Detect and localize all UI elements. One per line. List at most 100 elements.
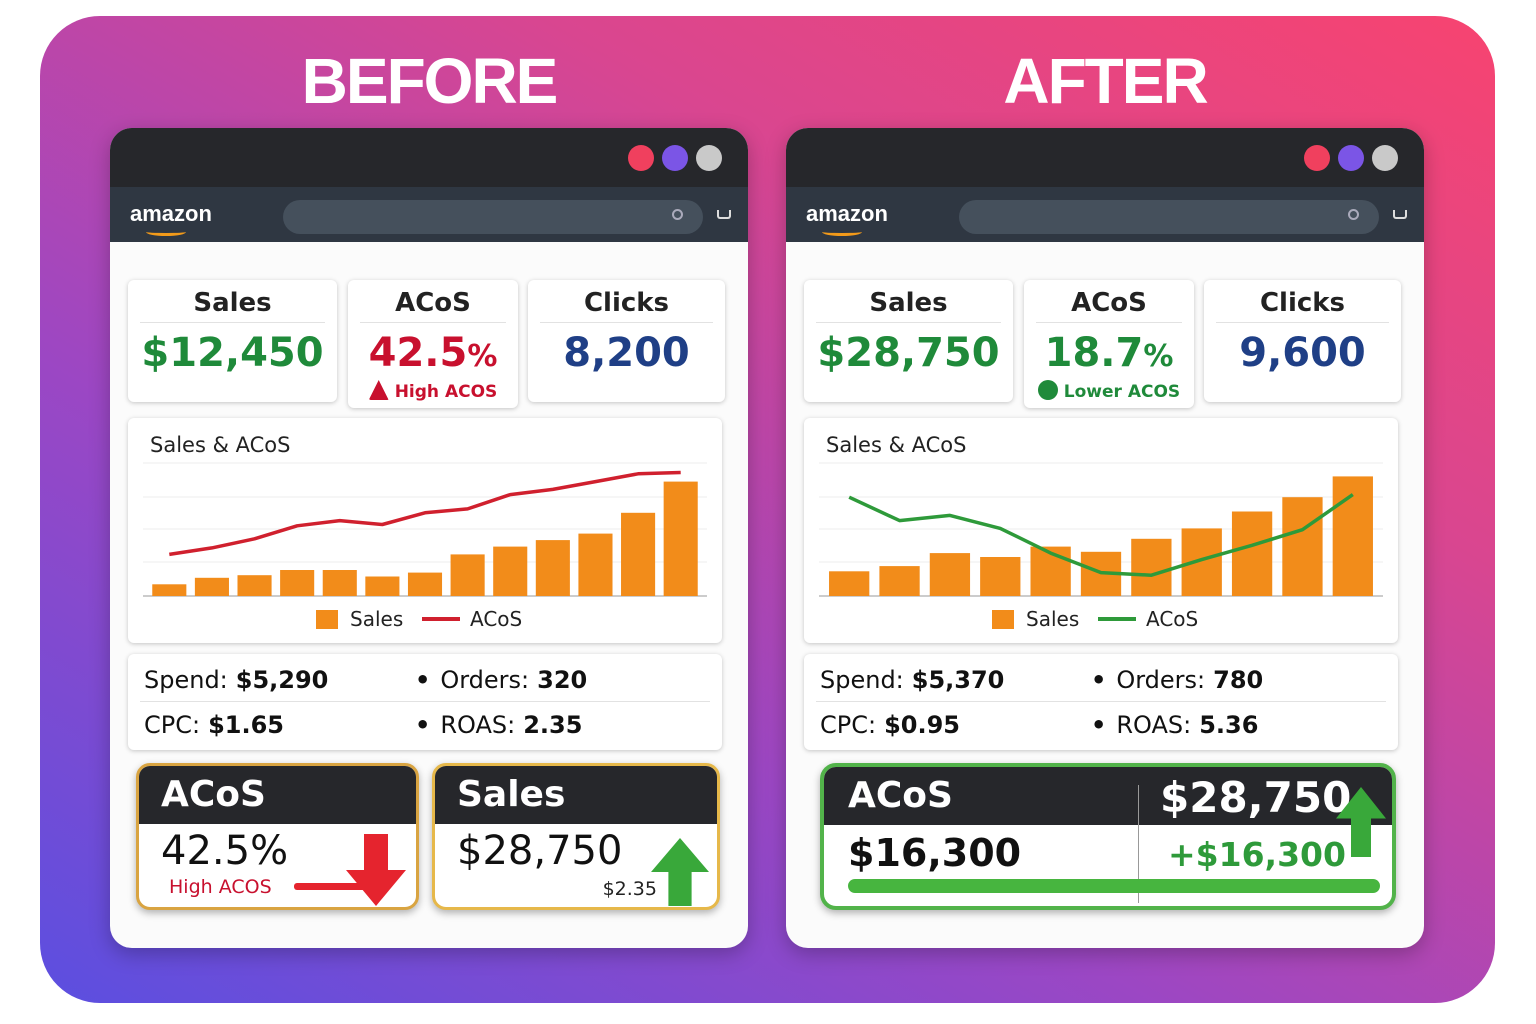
arrow-stem: [294, 883, 374, 890]
kpi-unit: %: [1143, 339, 1174, 374]
kpi-number: $12,450: [141, 330, 324, 376]
stat-value: 320: [537, 666, 588, 694]
bar: [980, 557, 1021, 596]
chart: Sales & ACoS Sales ACoS: [819, 433, 1383, 631]
kpi-divider: [140, 322, 325, 323]
search-icon: [672, 209, 683, 220]
line-series: [169, 470, 681, 557]
summary-headline: $28,750: [1160, 773, 1352, 822]
kpi-divider: [540, 322, 713, 323]
bar: [621, 512, 656, 596]
brand-logo: amazon: [130, 201, 212, 226]
summary-title: ACoS: [161, 774, 266, 815]
summary-header: [824, 767, 1392, 825]
cart-icon[interactable]: [1393, 210, 1407, 219]
panel-heading: BEFORE: [301, 45, 559, 117]
stat: Spend: $5,370: [820, 666, 1004, 694]
summary-card: ACoS 42.5% High ACOS: [136, 763, 419, 910]
bar: [535, 540, 570, 596]
stat: • ROAS: 2.35: [415, 711, 582, 739]
kpi-value: 18.7%: [1024, 330, 1194, 376]
chart: Sales & ACoS Sales ACoS: [143, 433, 707, 631]
legend-label: ACoS: [470, 607, 522, 631]
kpi-label: Clicks: [583, 288, 670, 318]
bar: [152, 584, 187, 596]
cart-icon[interactable]: [717, 210, 731, 219]
summary-change: +$16,300: [1168, 835, 1346, 874]
search-bar[interactable]: [959, 200, 1379, 234]
kpi-note-text: Lower ACOS: [1063, 382, 1181, 402]
window-dot: [1304, 145, 1330, 171]
kpi-value: 8,200: [528, 330, 725, 376]
kpi-unit: %: [467, 339, 498, 374]
stat: CPC: $1.65: [144, 711, 284, 739]
stat-label: ROAS:: [440, 711, 516, 739]
bar: [929, 553, 971, 596]
kpi-card: Clicks 9,600: [1204, 280, 1401, 402]
stat-label: Spend:: [820, 666, 904, 694]
summary-header: [139, 766, 416, 824]
bullet: •: [1091, 711, 1107, 739]
stat: CPC: $0.95: [820, 711, 960, 739]
summary-title: Sales: [457, 774, 566, 815]
stat-label: Orders:: [440, 666, 530, 694]
kpi-note: Lower ACOS: [1024, 380, 1194, 402]
kpi-card: Clicks 8,200: [528, 280, 725, 402]
legend-swatch: [316, 610, 338, 629]
kpi-label: Sales: [869, 288, 948, 318]
kpi-divider: [816, 322, 1001, 323]
bar: [1131, 538, 1172, 596]
summary-note: High ACOS: [169, 876, 272, 898]
bar: [1282, 497, 1323, 596]
kpi-value: 9,600: [1204, 330, 1401, 376]
stat: Spend: $5,290: [144, 666, 328, 694]
window-dot: [696, 145, 722, 171]
stat-value: 780: [1213, 666, 1264, 694]
kpi-card: Sales $28,750: [804, 280, 1013, 402]
bullet: •: [415, 711, 431, 739]
bullet: •: [1091, 666, 1107, 694]
summary-note: $2.35: [602, 878, 657, 900]
up-arrow: [651, 838, 709, 906]
stats-divider: [816, 701, 1386, 702]
stat-label: CPC:: [144, 711, 201, 739]
logo-smile: [146, 228, 186, 236]
logo-smile: [822, 228, 862, 236]
bar: [879, 566, 920, 596]
kpi-note: High ACOS: [348, 380, 518, 402]
summary-value: 42.5%: [161, 828, 289, 874]
kpi-label: ACoS: [395, 288, 471, 318]
search-icon: [1348, 209, 1359, 220]
window-dot: [1338, 145, 1364, 171]
summary-card: Sales $28,750 $2.35: [432, 763, 720, 910]
summary-card: ACoS $28,750 $16,300 +$16,300: [820, 763, 1396, 910]
kpi-value: 42.5%: [348, 330, 518, 376]
legend-label: ACoS: [1146, 607, 1198, 631]
browser-window: amazon Sales $28,750 ACoS 18.7% Lower ACOS Cli…: [786, 128, 1424, 948]
stat-value: $0.95: [884, 711, 960, 739]
chart-card: Sales & ACoS Sales ACoS: [128, 418, 722, 643]
stats-card: Spend: $5,370 • Orders: 780 CPC: $0.95 • ROAS: 5.…: [804, 654, 1398, 750]
kpi-number: $28,750: [817, 330, 1000, 376]
bar: [1332, 476, 1373, 596]
status-icon: [1037, 380, 1058, 400]
bar: [663, 481, 698, 596]
window-dot: [1372, 145, 1398, 171]
stat: • ROAS: 5.36: [1091, 711, 1258, 739]
stat-label: Orders:: [1116, 666, 1206, 694]
legend-label: Sales: [1026, 607, 1079, 631]
stat-label: Spend:: [144, 666, 228, 694]
kpi-number: 9,600: [1239, 330, 1366, 376]
line-series: [848, 493, 1354, 577]
stat-label: ROAS:: [1116, 711, 1192, 739]
chart-title: Sales & ACoS: [150, 433, 290, 457]
stat: • Orders: 320: [415, 666, 587, 694]
kpi-value: $12,450: [128, 330, 337, 376]
summary-value: $28,750: [457, 828, 623, 874]
bar: [407, 572, 443, 596]
bar: [829, 571, 870, 596]
kpi-note-text: High ACOS: [394, 382, 498, 402]
status-icon: [368, 380, 389, 400]
search-bar[interactable]: [283, 200, 703, 234]
kpi-card: Sales $12,450: [128, 280, 337, 402]
